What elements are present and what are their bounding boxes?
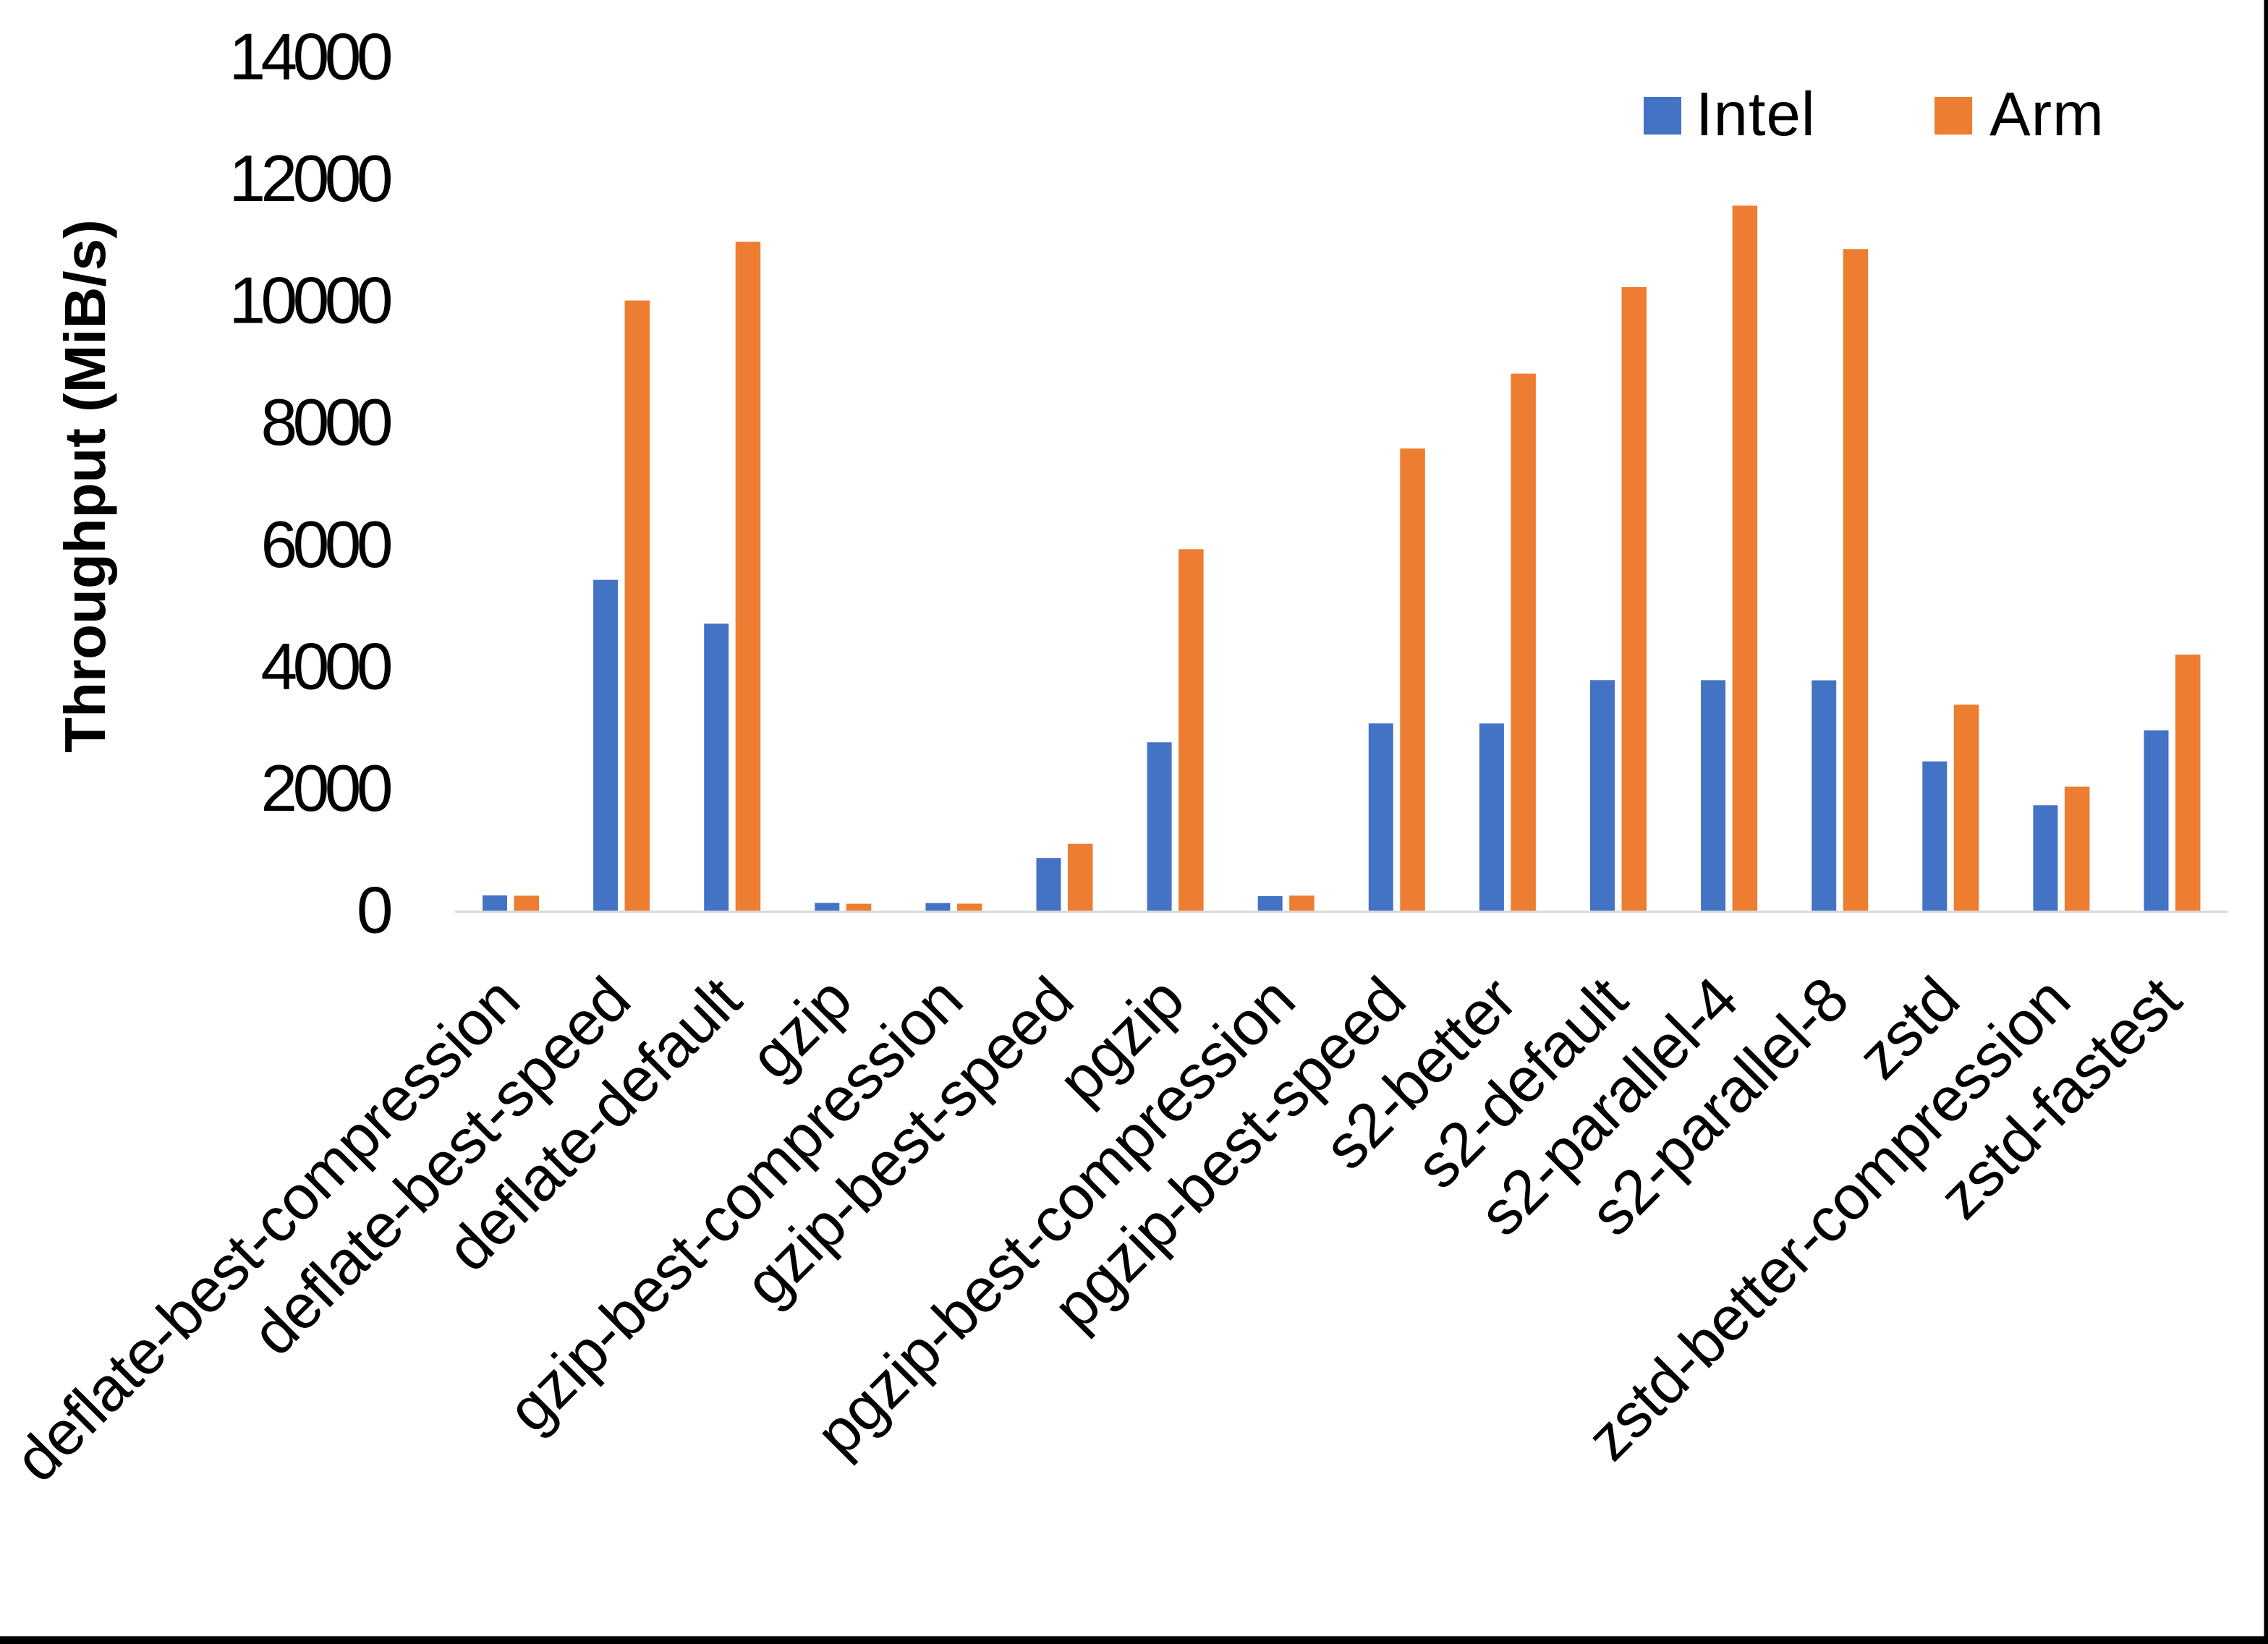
svg-text:10000: 10000 <box>229 265 391 338</box>
svg-text:6000: 6000 <box>261 508 391 582</box>
svg-text:14000: 14000 <box>229 21 391 94</box>
svg-text:8000: 8000 <box>261 386 391 459</box>
svg-text:12000: 12000 <box>229 142 391 216</box>
svg-text:Arm: Arm <box>1989 80 2105 149</box>
svg-text:Throughput (MiB/s): Throughput (MiB/s) <box>53 219 117 753</box>
svg-text:4000: 4000 <box>261 630 391 703</box>
svg-text:2000: 2000 <box>261 752 391 825</box>
svg-text:Intel: Intel <box>1696 80 1816 149</box>
svg-text:0: 0 <box>357 874 391 947</box>
